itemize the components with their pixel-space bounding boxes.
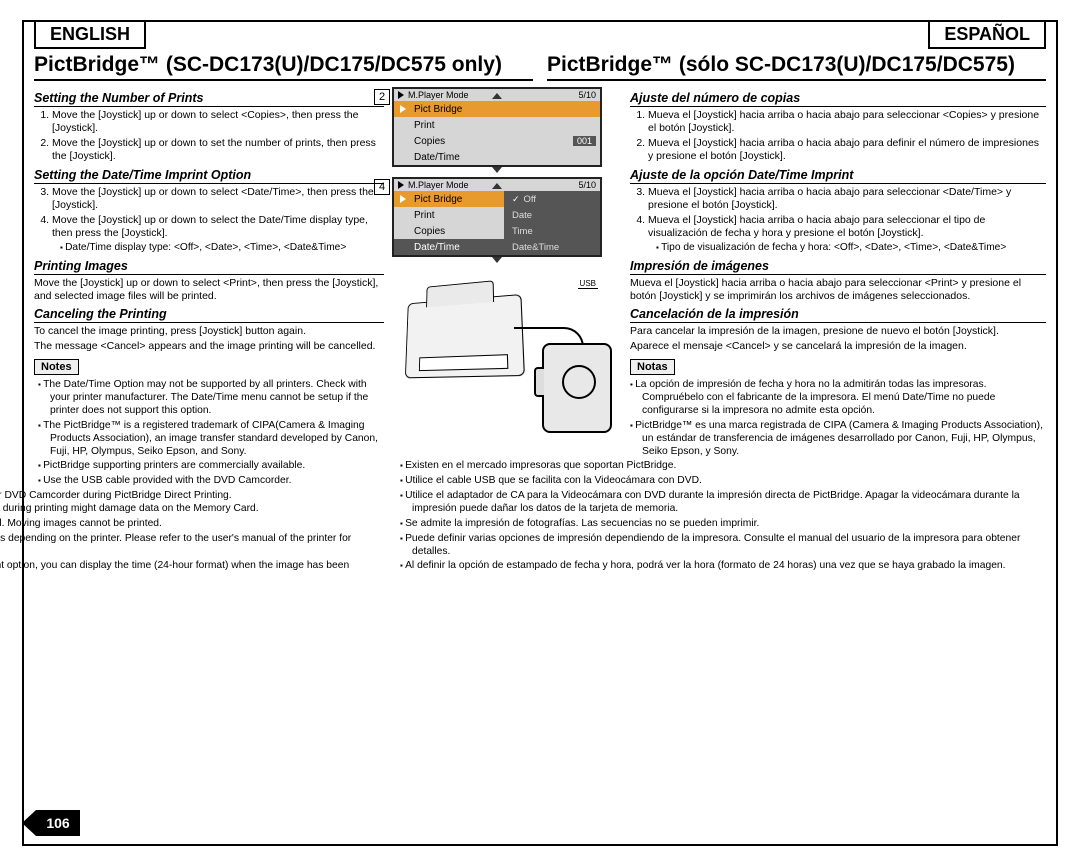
en-note-5: Use the AC power adapter for your DVD Ca… [0, 490, 384, 516]
up-arrow-icon [492, 183, 502, 189]
en-cancel-2: The message <Cancel> appears and the ima… [34, 340, 384, 353]
camcorder-icon [542, 343, 612, 433]
heading-en-datetime: Setting the Date/Time Imprint Option [34, 168, 384, 184]
en-step-1: Move the [Joystick] up or down to select… [52, 109, 384, 135]
column-english: Setting the Number of Prints Move the [J… [34, 87, 384, 588]
en-note-3: PictBridge supporting printers are comme… [38, 460, 384, 473]
en-note-8: When setting the Date/Time imprint optio… [0, 560, 384, 586]
lcd-counter: 5/10 [578, 90, 596, 100]
lcd2-opt-off: Off [504, 191, 600, 207]
en-note-6: Printing photo images is supported. Movi… [0, 518, 384, 531]
es-note-1: La opción de impresión de fecha y hora n… [630, 379, 1046, 418]
down-arrow-icon [492, 257, 502, 263]
play-icon [398, 91, 404, 99]
lcd-counter-2: 5/10 [578, 180, 596, 190]
lcd2-copies: Copies [394, 223, 504, 239]
lcd-menu-datetime: Date/Time [394, 149, 600, 165]
en-note-7: You can set various printing options dep… [0, 533, 384, 559]
en-print-para: Move the [Joystick] up or down to select… [34, 277, 384, 303]
lcd-screen-2: 2 M.Player Mode 5/10 Pict Bridge Print C… [392, 87, 622, 167]
up-arrow-icon [492, 93, 502, 99]
lcd-menu-copies: Copies 001 [394, 133, 600, 149]
lcd-mode-text-2: M.Player Mode [408, 180, 469, 190]
lcd2-print: Print [394, 207, 504, 223]
lcd2-pictbridge: Pict Bridge [394, 191, 504, 207]
es-step-2: Mueva el [Joystick] hacia arriba o hacia… [648, 137, 1046, 163]
notes-label-en: Notes [34, 359, 79, 375]
page-frame: ENGLISH ESPAÑOL PictBridge™ (SC-DC173(U)… [22, 20, 1058, 846]
figure-number-2: 2 [374, 89, 390, 105]
figure-number-4: 4 [374, 179, 390, 195]
es-note-3: Existen en el mercado impresoras que sop… [400, 460, 1046, 473]
es-note-2: PictBridge™ es una marca registrada de C… [630, 420, 1046, 459]
connection-illustration: USB [392, 267, 612, 437]
en-step-3: Move the [Joystick] up or down to select… [52, 186, 384, 212]
en-note-4: Use the USB cable provided with the DVD … [38, 475, 384, 488]
es-cancel-2: Aparece el mensaje <Cancel> y se cancela… [630, 340, 1046, 353]
en-note-2: The PictBridge™ is a registered trademar… [38, 420, 384, 459]
lcd-copies-value: 001 [573, 136, 596, 146]
page-number-badge: 106 [36, 810, 80, 836]
es-note-5: Utilice el adaptador de CA para la Video… [400, 490, 1046, 516]
es-print-para: Mueva el [Joystick] hacia arriba o hacia… [630, 277, 1046, 303]
heading-en-prints: Setting the Number of Prints [34, 91, 384, 107]
lcd2-datetime: Date/Time [394, 239, 504, 255]
es-note-7: Puede definir varias opciones de impresi… [400, 533, 1046, 559]
lcd2-opt-date: Date [504, 207, 600, 223]
en-note-1: The Date/Time Option may not be supporte… [38, 379, 384, 418]
heading-en-cancel: Canceling the Printing [34, 307, 384, 323]
es-note-8: Al definir la opción de estampado de fec… [400, 560, 1046, 573]
heading-en-print: Printing Images [34, 259, 384, 275]
lcd2-opt-datetime: Date&Time [504, 239, 600, 255]
en-cancel-1: To cancel the image printing, press [Joy… [34, 325, 384, 338]
lcd-menu-print: Print [394, 117, 600, 133]
down-arrow-icon [492, 167, 502, 173]
lcd2-opt-time: Time [504, 223, 600, 239]
heading-es-print: Impresión de imágenes [630, 259, 1046, 275]
es-note-6: Se admite la impresión de fotografías. L… [400, 518, 1046, 531]
en-step-2: Move the [Joystick] up or down to set th… [52, 137, 384, 163]
notes-list-en-wide: Use the AC power adapter for your DVD Ca… [0, 490, 384, 586]
lcd-screen-4: 4 M.Player Mode 5/10 Pict Bridge Print C… [392, 177, 622, 257]
es-step-4: Mueva el [Joystick] hacia arriba o hacia… [648, 214, 1046, 240]
es-note-4: Utilice el cable USB que se facilita con… [400, 475, 1046, 488]
title-en: PictBridge™ (SC-DC173(U)/DC175/DC575 onl… [34, 53, 533, 81]
usb-label: USB [578, 279, 598, 289]
notes-label-es: Notas [630, 359, 675, 375]
es-step-3: Mueva el [Joystick] hacia arriba o hacia… [648, 186, 1046, 212]
printer-icon [405, 294, 525, 378]
play-icon [398, 181, 404, 189]
en-datetime-types: Date/Time display type: <Off>, <Date>, <… [60, 242, 384, 255]
lcd-mode-text: M.Player Mode [408, 90, 469, 100]
notes-list-es: La opción de impresión de fecha y hora n… [630, 379, 1046, 458]
notes-list-en: The Date/Time Option may not be supporte… [38, 379, 384, 488]
es-datetime-types: Tipo de visualización de fecha y hora: <… [656, 242, 1046, 255]
lang-spanish: ESPAÑOL [928, 22, 1046, 49]
es-step-1: Mueva el [Joystick] hacia arriba o hacia… [648, 109, 1046, 135]
lang-english: ENGLISH [34, 22, 146, 49]
heading-es-cancel: Cancelación de la impresión [630, 307, 1046, 323]
column-spanish: Ajuste del número de copias Mueva el [Jo… [630, 87, 1046, 588]
lcd-menu-pictbridge: Pict Bridge [394, 101, 600, 117]
en-step-4: Move the [Joystick] up or down to select… [52, 214, 384, 240]
notes-list-es-wide: Existen en el mercado impresoras que sop… [400, 460, 1046, 573]
heading-es-datetime: Ajuste de la opción Date/Time Imprint [630, 168, 1046, 184]
title-es: PictBridge™ (sólo SC-DC173(U)/DC175/DC57… [547, 53, 1046, 81]
heading-es-copias: Ajuste del número de copias [630, 91, 1046, 107]
es-cancel-1: Para cancelar la impresión de la imagen,… [630, 325, 1046, 338]
